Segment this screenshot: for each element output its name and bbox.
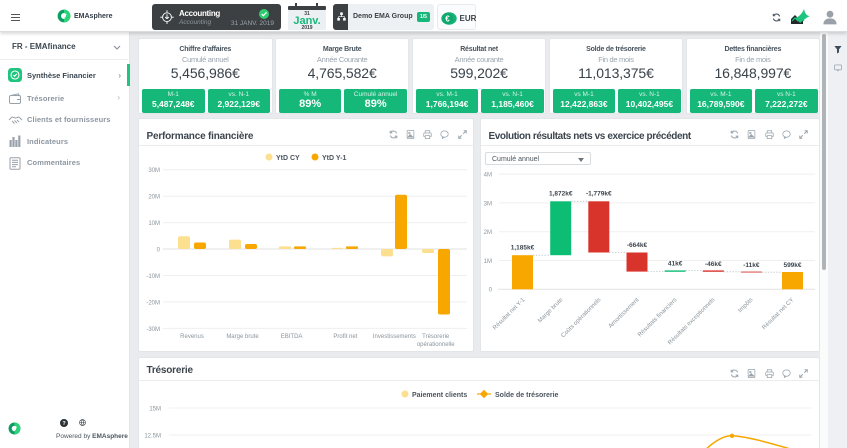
svg-text:Investissements: Investissements: [373, 334, 416, 340]
svg-text:-11k€: -11k€: [743, 262, 760, 269]
svg-text:Résultat net CY: Résultat net CY: [761, 297, 795, 331]
svg-text:Amortissement: Amortissement: [608, 297, 641, 330]
svg-text:12.5M: 12.5M: [144, 434, 161, 440]
svg-text:€: €: [445, 14, 450, 23]
svg-text:-664k€: -664k€: [627, 242, 648, 249]
svg-text:Résultats financiers: Résultats financiers: [637, 297, 678, 338]
svg-text:3M: 3M: [484, 201, 492, 207]
svg-text:Solde de trésorerie: Solde de trésorerie: [495, 392, 559, 399]
svg-text:41k€: 41k€: [668, 261, 683, 268]
svg-text:-10M: -10M: [146, 274, 160, 280]
svg-text:1,872k€: 1,872k€: [549, 191, 573, 198]
svg-text:20M: 20M: [148, 195, 160, 201]
svg-text:EBITDA: EBITDA: [281, 334, 303, 340]
svg-text:Marge brute: Marge brute: [537, 297, 565, 325]
svg-text:2M: 2M: [484, 230, 492, 236]
svg-text:-20M: -20M: [146, 301, 160, 307]
svg-text:-30M: -30M: [146, 327, 160, 333]
svg-text:-46k€: -46k€: [705, 261, 722, 268]
svg-text:Impôts: Impôts: [737, 297, 754, 314]
svg-text:Coûts opérationnels: Coûts opérationnels: [560, 297, 602, 339]
svg-text:4M: 4M: [484, 173, 492, 179]
svg-text:YtD CY: YtD CY: [276, 155, 300, 162]
svg-text:Trésorerie: Trésorerie: [422, 334, 450, 340]
svg-text:0: 0: [489, 288, 493, 294]
svg-text:?: ?: [62, 421, 66, 427]
svg-text:opérationnelle: opérationnelle: [417, 342, 455, 348]
svg-text:YtD Y-1: YtD Y-1: [322, 155, 346, 162]
svg-text:15M: 15M: [149, 407, 161, 413]
svg-text:599k€: 599k€: [783, 262, 801, 269]
svg-text:Marge brute: Marge brute: [226, 334, 259, 340]
svg-text:1,185k€: 1,185k€: [511, 245, 535, 252]
svg-text:30M: 30M: [148, 168, 160, 174]
svg-text:1M: 1M: [484, 259, 492, 265]
svg-text:-1,779k€: -1,779k€: [586, 191, 612, 198]
svg-text:10M: 10M: [148, 221, 160, 227]
svg-text:Revenus: Revenus: [180, 334, 204, 340]
svg-text:Profit net: Profit net: [333, 334, 357, 340]
svg-text:Paiement clients: Paiement clients: [412, 392, 467, 399]
svg-text:Résultat net Y-1: Résultat net Y-1: [492, 297, 527, 332]
svg-text:0: 0: [157, 248, 161, 254]
